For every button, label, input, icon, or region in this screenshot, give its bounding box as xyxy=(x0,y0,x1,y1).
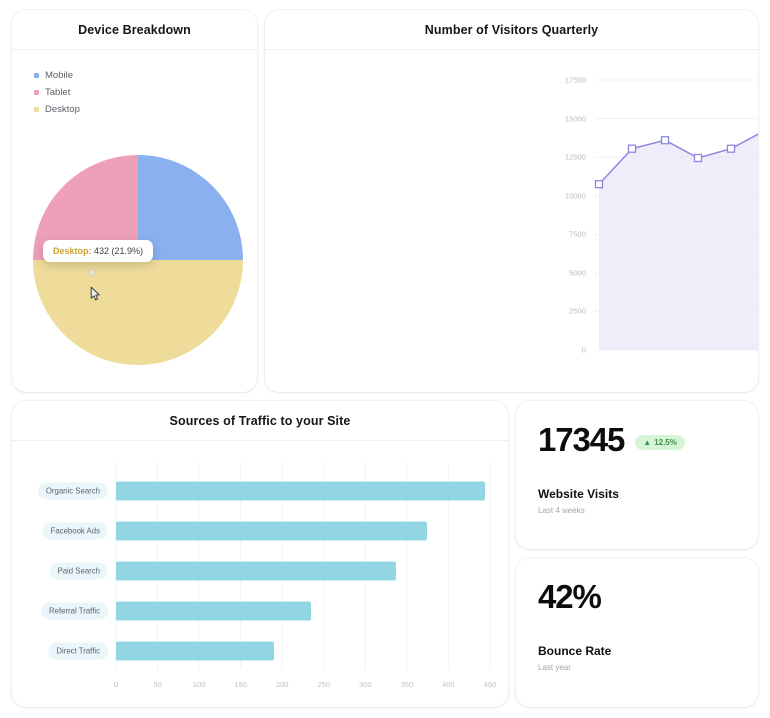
data-point-0[interactable] xyxy=(594,180,604,189)
pie-tooltip-series: Desktop: xyxy=(53,246,92,256)
traffic-sources-title: Sources of Traffic to your Site xyxy=(12,401,508,441)
category-pill-direct-traffic[interactable]: Direct Traffic xyxy=(48,642,108,660)
website-visits-value: 17345 xyxy=(538,421,625,458)
pie-chart[interactable] xyxy=(12,10,257,392)
x-tick-50: 50 xyxy=(153,680,162,689)
mouse-cursor-icon xyxy=(90,286,100,301)
y-tick-7500: 7500 xyxy=(569,229,586,239)
x-tick-100: 100 xyxy=(192,680,206,689)
y-tick-2500: 2500 xyxy=(569,306,586,316)
device-breakdown-card: Device Breakdown Mobile Tablet Desktop xyxy=(12,10,257,392)
pie-legend: Mobile Tablet Desktop xyxy=(34,70,80,121)
visitors-chart-card: Number of Visitors Quarterly 17500 15000… xyxy=(265,10,758,392)
y-tick-5000: 5000 xyxy=(569,268,586,278)
data-point-3[interactable] xyxy=(693,153,703,163)
website-visits-trend-value: 12.5% xyxy=(654,438,677,447)
category-pill-organic-search[interactable]: Organic Search xyxy=(37,482,108,500)
legend-label-desktop: Desktop xyxy=(45,104,80,115)
data-point-1[interactable] xyxy=(627,144,637,153)
data-point-4[interactable] xyxy=(726,144,736,153)
x-tick-400: 400 xyxy=(442,680,455,689)
bounce-rate-label: Bounce Rate xyxy=(538,644,612,658)
bar-referral-traffic[interactable] xyxy=(116,601,311,621)
legend-dot-mobile xyxy=(34,73,39,78)
y-tick-10000: 10000 xyxy=(564,191,586,201)
pie-tooltip: Desktop: 432 (21.9%) xyxy=(43,240,154,262)
category-pill-facebook-ads[interactable]: Facebook Ads xyxy=(42,522,108,540)
data-point-2[interactable] xyxy=(660,136,670,145)
legend-dot-desktop xyxy=(34,107,39,112)
x-tick-200: 200 xyxy=(275,680,289,689)
website-visits-trend-badge: ▲ 12.5% xyxy=(635,435,685,450)
bounce-rate-value: 42% xyxy=(538,578,602,615)
pie-slice-desktop[interactable] xyxy=(33,260,243,365)
website-visits-label: Website Visits xyxy=(538,487,619,501)
pie-slice-tablet[interactable] xyxy=(33,155,138,260)
visitors-area-fill xyxy=(599,134,758,350)
legend-item-mobile[interactable]: Mobile xyxy=(34,70,80,81)
category-pill-referral-traffic[interactable]: Referral Traffic xyxy=(41,602,108,620)
website-visits-period: Last 4 weeks xyxy=(538,506,585,515)
traffic-sources-card: Sources of Traffic to your Site Organi xyxy=(12,401,508,707)
trend-up-arrow-icon: ▲ xyxy=(643,438,652,447)
y-tick-15000: 15000 xyxy=(564,114,586,124)
device-breakdown-title: Device Breakdown xyxy=(12,10,257,50)
pie-hover-point xyxy=(88,269,95,276)
legend-label-tablet: Tablet xyxy=(45,87,71,98)
bar-organic-search[interactable] xyxy=(116,481,485,501)
pie-slice-mobile[interactable] xyxy=(138,155,243,260)
x-tick-150: 150 xyxy=(234,680,248,689)
category-pill-paid-search[interactable]: Paid Search xyxy=(49,562,108,580)
traffic-gridlines-svg xyxy=(115,463,491,669)
visitors-markers[interactable] xyxy=(594,110,759,348)
pie-tooltip-value: 432 (21.9%) xyxy=(94,246,144,256)
x-tick-450: 450 xyxy=(483,680,497,689)
x-tick-300: 300 xyxy=(358,680,372,689)
visitors-area-chart[interactable] xyxy=(265,10,758,392)
legend-item-tablet[interactable]: Tablet xyxy=(34,87,80,98)
legend-item-desktop[interactable]: Desktop xyxy=(34,104,80,115)
x-tick-0: 0 xyxy=(113,680,119,689)
bounce-rate-card: 42% Bounce Rate Last year xyxy=(516,558,758,707)
website-visits-card: 17345 ▲ 12.5% Website Visits Last 4 week… xyxy=(516,401,758,549)
y-tick-17500: 17500 xyxy=(564,75,586,85)
bounce-rate-period: Last year xyxy=(538,663,571,672)
bar-direct-traffic[interactable] xyxy=(116,641,274,661)
x-tick-350: 350 xyxy=(400,680,414,689)
y-tick-12500: 12500 xyxy=(564,152,586,162)
bar-paid-search[interactable] xyxy=(116,561,396,581)
x-tick-250: 250 xyxy=(317,680,331,689)
visitors-chart-title: Number of Visitors Quarterly xyxy=(265,10,758,50)
y-tick-0: 0 xyxy=(581,345,586,355)
legend-dot-tablet xyxy=(34,90,39,95)
bar-facebook-ads[interactable] xyxy=(116,521,427,541)
legend-label-mobile: Mobile xyxy=(45,70,73,81)
